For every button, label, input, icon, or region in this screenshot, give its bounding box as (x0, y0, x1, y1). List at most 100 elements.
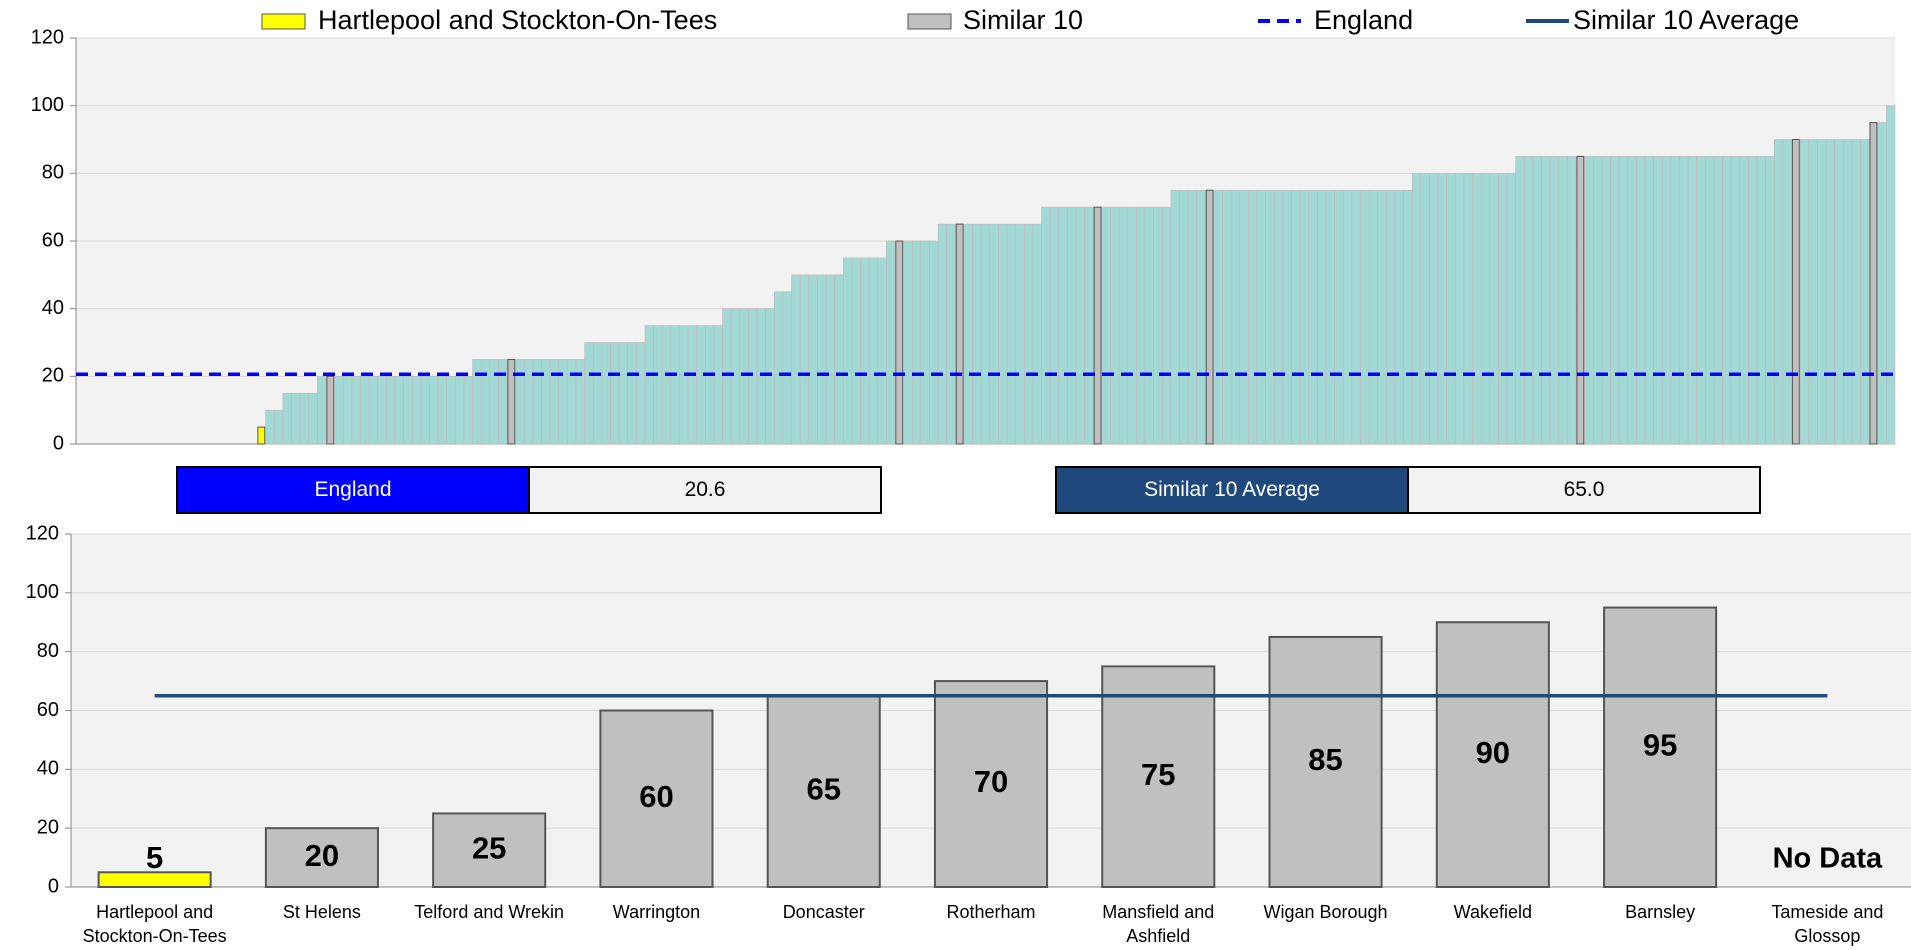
bar (1136, 206, 1146, 445)
bar (558, 359, 568, 445)
bar (1268, 635, 1383, 888)
y-tick-label: 80 (42, 162, 64, 184)
bar (1435, 621, 1550, 888)
bar (432, 812, 547, 888)
bar (670, 325, 680, 445)
summary-label: Similar 10 Average (1055, 466, 1409, 514)
bar (808, 274, 818, 445)
bar (937, 223, 948, 445)
data-label: 85 (1308, 742, 1342, 777)
bar (705, 325, 715, 445)
bar (1067, 206, 1077, 445)
bar (1308, 189, 1318, 445)
bar (265, 409, 275, 445)
bar (264, 827, 379, 889)
legend-label: Similar 10 Average (1573, 5, 1799, 35)
bar (1851, 139, 1861, 445)
bar (1110, 206, 1120, 445)
bar (972, 223, 982, 445)
bar (730, 308, 741, 445)
bar (489, 359, 499, 445)
bar (1075, 206, 1085, 445)
bar (1041, 206, 1051, 445)
summary-value: 20.6 (528, 466, 882, 514)
bar (748, 308, 758, 445)
bar (1756, 156, 1766, 445)
bar (627, 342, 637, 445)
bar (1317, 189, 1327, 445)
bar (1196, 189, 1206, 445)
bar (1489, 173, 1499, 445)
bar (1472, 173, 1482, 445)
bar (1480, 173, 1491, 445)
bar (403, 376, 413, 445)
bar (1670, 156, 1680, 445)
bar (825, 274, 835, 445)
bar (1403, 189, 1413, 445)
bar (532, 359, 542, 445)
data-label: 20 (305, 838, 339, 873)
bar (1748, 156, 1758, 445)
bar (1636, 156, 1646, 445)
bar (1161, 206, 1172, 445)
bar (1713, 156, 1723, 445)
bar (549, 359, 560, 445)
bar (1205, 189, 1214, 445)
bar (980, 223, 991, 445)
y-tick-label: 80 (37, 640, 59, 662)
bar (1610, 156, 1620, 445)
bar (920, 240, 930, 445)
bar (1377, 189, 1387, 445)
bar (1334, 189, 1344, 445)
bar (463, 376, 473, 445)
bar (1118, 206, 1129, 445)
bar (886, 240, 896, 445)
bar (1886, 105, 1896, 445)
bar (1601, 156, 1611, 445)
bar (1739, 156, 1749, 445)
bar (1532, 156, 1542, 445)
data-label: 60 (639, 779, 673, 814)
bar (601, 342, 611, 445)
bar (411, 376, 422, 445)
bar (1179, 189, 1189, 445)
bar (1541, 156, 1551, 445)
bar (1644, 156, 1654, 445)
y-tick-label: 100 (31, 94, 64, 116)
bar (273, 409, 284, 445)
bar (97, 871, 212, 889)
bar (498, 359, 508, 445)
bar (1653, 156, 1663, 445)
bar (1093, 206, 1102, 445)
data-label: 70 (974, 764, 1008, 799)
bar (851, 257, 861, 445)
bar (1101, 665, 1216, 888)
x-tick-label: Doncaster (782, 902, 865, 922)
bar (1101, 206, 1111, 445)
bar (1627, 156, 1637, 445)
bar (766, 694, 881, 889)
bar (1687, 156, 1698, 445)
bar (507, 358, 516, 445)
bar (1603, 606, 1718, 889)
bar (1023, 223, 1034, 445)
bar (1765, 156, 1775, 445)
bar (739, 308, 749, 445)
bar (636, 342, 646, 445)
bar (1437, 173, 1448, 445)
x-tick-label: Warrington (612, 902, 701, 922)
bar (895, 240, 904, 445)
bar (661, 325, 672, 445)
bar (765, 308, 775, 445)
bar (618, 342, 629, 445)
bar (1015, 223, 1025, 445)
bar (291, 392, 301, 445)
bar (722, 308, 732, 445)
bar (1222, 189, 1232, 445)
data-label: 95 (1643, 727, 1677, 762)
bar (515, 359, 525, 445)
bar (1325, 189, 1335, 445)
bar (1524, 156, 1534, 445)
x-tick-label: Wigan Borough (1263, 902, 1388, 922)
